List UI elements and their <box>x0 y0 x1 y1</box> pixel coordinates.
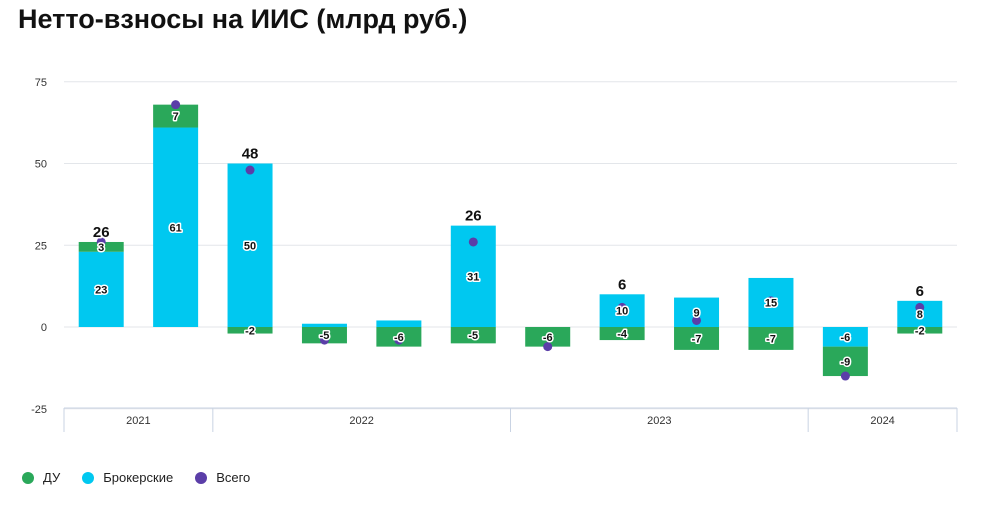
point-total <box>617 302 627 312</box>
y-tick-label: 50 <box>35 159 47 171</box>
bar-broker <box>227 163 273 327</box>
data-label-total: 6 <box>916 283 924 300</box>
point-total <box>245 165 255 175</box>
legend-item-du[interactable]: ДУ <box>22 470 60 485</box>
bar-broker <box>822 327 868 347</box>
data-label-broker: 23 <box>95 284 107 296</box>
data-label-du: -5 <box>468 330 478 342</box>
chart-plot: 75 50 25 0 -25 23 3 61 7 50 -2 -5 -6 31 -5 -6 10 -4 9 -7 15 -… <box>31 77 958 432</box>
bar-du <box>822 346 868 377</box>
data-label-total: 6 <box>618 276 626 293</box>
data-label-broker: 9 <box>693 307 699 319</box>
chart-title: Нетто-взносы на ИИС (млрд руб.) <box>18 4 468 34</box>
data-label-broker: 8 <box>917 309 923 321</box>
y-tick-label: 25 <box>35 240 47 252</box>
data-label-total: 48 <box>242 146 259 163</box>
data-label-broker: -6 <box>840 332 850 344</box>
point-total <box>96 237 106 247</box>
point-total <box>840 371 850 381</box>
bar-du <box>897 327 943 334</box>
point-total <box>468 237 478 247</box>
y-tick-label: -25 <box>31 404 47 416</box>
y-tick-label: 75 <box>35 77 47 89</box>
data-label-du: 3 <box>98 242 104 254</box>
chart-legend: ДУ Брокерские Всего <box>22 470 250 485</box>
point-total <box>319 335 329 345</box>
data-label-broker: 15 <box>765 297 777 309</box>
data-label-broker: 50 <box>244 240 256 252</box>
x-category-label: 2022 <box>349 415 373 427</box>
bar-broker <box>153 127 199 327</box>
point-total <box>171 100 181 110</box>
point-total <box>766 296 776 306</box>
point-total <box>692 315 702 325</box>
data-label-du: -2 <box>915 325 925 337</box>
data-label-du: -6 <box>543 332 553 344</box>
point-total <box>543 342 553 352</box>
legend-label-du: ДУ <box>43 470 61 485</box>
x-category-label: 2023 <box>647 415 671 427</box>
legend-swatch-du <box>22 471 34 484</box>
bar-du <box>748 327 794 350</box>
legend-label-total: Всего <box>216 470 251 485</box>
data-label-du: -4 <box>617 329 628 341</box>
data-label-du: 7 <box>173 111 179 123</box>
point-total <box>915 302 925 312</box>
x-category-label: 2024 <box>870 415 894 427</box>
legend-swatch-total <box>195 471 208 484</box>
legend-swatch-broker <box>82 471 95 484</box>
bar-du <box>525 327 571 347</box>
data-label-total: 26 <box>465 208 482 225</box>
bar-broker <box>376 320 422 327</box>
bar-du <box>78 241 124 252</box>
y-tick-label: 0 <box>41 322 47 334</box>
bar-du <box>227 327 273 334</box>
data-label-du: -2 <box>245 325 255 337</box>
legend-item-total[interactable]: Всего <box>195 470 250 485</box>
data-label-total: 26 <box>93 224 110 241</box>
data-label-broker: 61 <box>170 222 182 234</box>
data-label-du: -7 <box>766 333 776 345</box>
bar-du <box>153 104 199 128</box>
data-label-broker: 31 <box>467 271 479 283</box>
bar-broker <box>301 323 347 327</box>
bar-du <box>599 327 645 341</box>
legend-item-broker[interactable]: Брокерские <box>82 470 173 485</box>
bar-du <box>674 327 720 350</box>
data-label-du: -5 <box>320 330 330 342</box>
bar-du <box>301 327 347 344</box>
data-label-du: -7 <box>692 333 702 345</box>
data-label-du: -9 <box>840 356 850 368</box>
data-label-du: -6 <box>394 332 404 344</box>
legend-label-broker: Брокерские <box>103 470 174 485</box>
bar-broker <box>78 251 124 327</box>
point-total <box>394 335 404 345</box>
x-category-label: 2021 <box>126 415 150 427</box>
bar-du <box>450 327 496 344</box>
data-label-broker: 10 <box>616 306 628 318</box>
